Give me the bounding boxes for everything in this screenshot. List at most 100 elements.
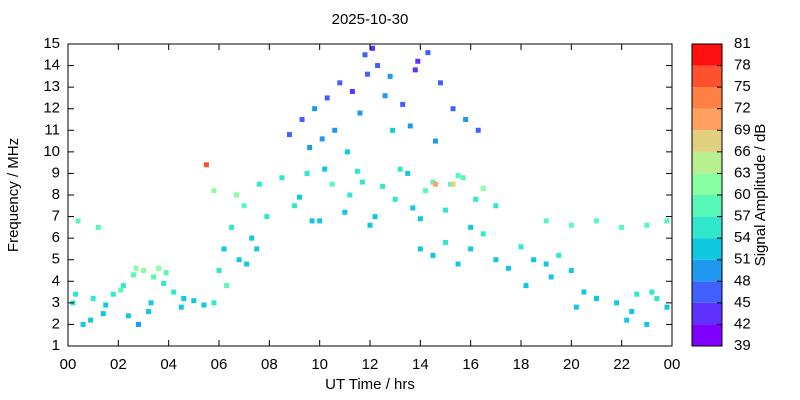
data-point [448, 181, 454, 187]
data-point [400, 101, 406, 107]
data-point [229, 224, 235, 230]
colorbar-tick-label: 60 [734, 186, 751, 203]
data-point [110, 291, 116, 297]
data-point [178, 304, 184, 310]
y-tick-label: 4 [52, 272, 60, 289]
y-tick-label: 15 [43, 35, 60, 52]
data-point [349, 88, 355, 94]
y-tick-label: 10 [43, 143, 60, 160]
colorbar-band [692, 238, 722, 260]
x-tick-label: 22 [613, 356, 630, 373]
data-point [614, 300, 620, 306]
data-point [125, 313, 131, 319]
data-point [249, 235, 255, 241]
data-point [594, 218, 599, 224]
data-point [455, 261, 461, 267]
data-point [203, 162, 209, 168]
y-tick-label: 2 [52, 315, 60, 332]
data-point [473, 196, 479, 202]
colorbar-tick-label: 75 [734, 78, 751, 95]
colorbar-band [692, 259, 722, 282]
data-point [118, 287, 124, 293]
data-point [329, 181, 335, 187]
data-point [644, 222, 650, 228]
data-point [624, 317, 630, 323]
x-tick-label: 14 [412, 356, 429, 373]
colorbar-tick-label: 78 [734, 57, 751, 74]
colorbar-band [692, 108, 722, 131]
y-tick-label: 13 [43, 78, 60, 95]
data-point [493, 203, 499, 209]
data-point [234, 192, 240, 198]
colorbar-tick-label: 57 [734, 208, 751, 225]
data-point [221, 246, 227, 252]
data-point [370, 45, 376, 51]
data-point [382, 93, 388, 99]
data-point [425, 50, 431, 56]
data-point [254, 246, 260, 252]
data-point [130, 272, 136, 278]
y-tick-label: 8 [52, 186, 60, 203]
colorbar-tick-label: 51 [734, 251, 751, 268]
data-point [95, 224, 101, 230]
data-point [319, 136, 325, 142]
data-point [297, 194, 303, 200]
colorbar-band [692, 87, 722, 109]
data-point [375, 63, 381, 69]
plot-frame [67, 43, 673, 347]
data-point [201, 302, 207, 308]
data-point [181, 296, 187, 302]
data-point [410, 205, 416, 211]
data-point [543, 261, 549, 267]
data-point [594, 296, 599, 302]
data-point [163, 270, 169, 276]
data-point [133, 265, 139, 271]
data-point [387, 73, 393, 79]
y-tick-label: 5 [52, 251, 60, 268]
colorbar-band [692, 324, 722, 346]
colorbar-band [692, 130, 722, 152]
data-point [397, 166, 403, 172]
data-point [417, 246, 423, 252]
data-point [241, 203, 247, 209]
y-tick-label: 9 [52, 164, 60, 181]
y-tick-label: 6 [52, 229, 60, 246]
data-point [364, 71, 370, 77]
data-point [120, 283, 126, 289]
colorbar-band [692, 302, 722, 325]
data-point [505, 265, 511, 271]
colorbar-band [692, 195, 722, 217]
data-point [523, 283, 529, 289]
data-point [455, 173, 461, 179]
data-point [475, 127, 481, 133]
data-point [543, 218, 549, 224]
data-point [629, 308, 635, 314]
data-point [417, 216, 423, 222]
data-point [332, 127, 338, 133]
data-point [151, 274, 157, 280]
data-point [100, 311, 106, 317]
data-point [244, 261, 250, 267]
data-point [443, 207, 448, 213]
data-point [634, 291, 640, 297]
data-point [75, 218, 81, 224]
colorbar-band [692, 216, 722, 239]
colorbar-tick-label: 45 [734, 294, 751, 311]
colorbar-tick-label: 42 [734, 315, 751, 332]
data-point [307, 145, 313, 151]
data-point [430, 179, 436, 185]
data-point [80, 321, 86, 327]
data-point [161, 280, 167, 286]
y-tick-label: 11 [44, 121, 60, 138]
colorbar-band [692, 65, 722, 88]
data-point [568, 268, 574, 273]
data-point [337, 80, 343, 86]
data-point [322, 166, 328, 172]
data-point [390, 127, 396, 133]
data-point [443, 239, 448, 245]
x-tick-label: 18 [513, 356, 530, 373]
x-tick-label: 08 [261, 356, 278, 373]
data-point [405, 170, 411, 176]
data-point [171, 289, 177, 295]
